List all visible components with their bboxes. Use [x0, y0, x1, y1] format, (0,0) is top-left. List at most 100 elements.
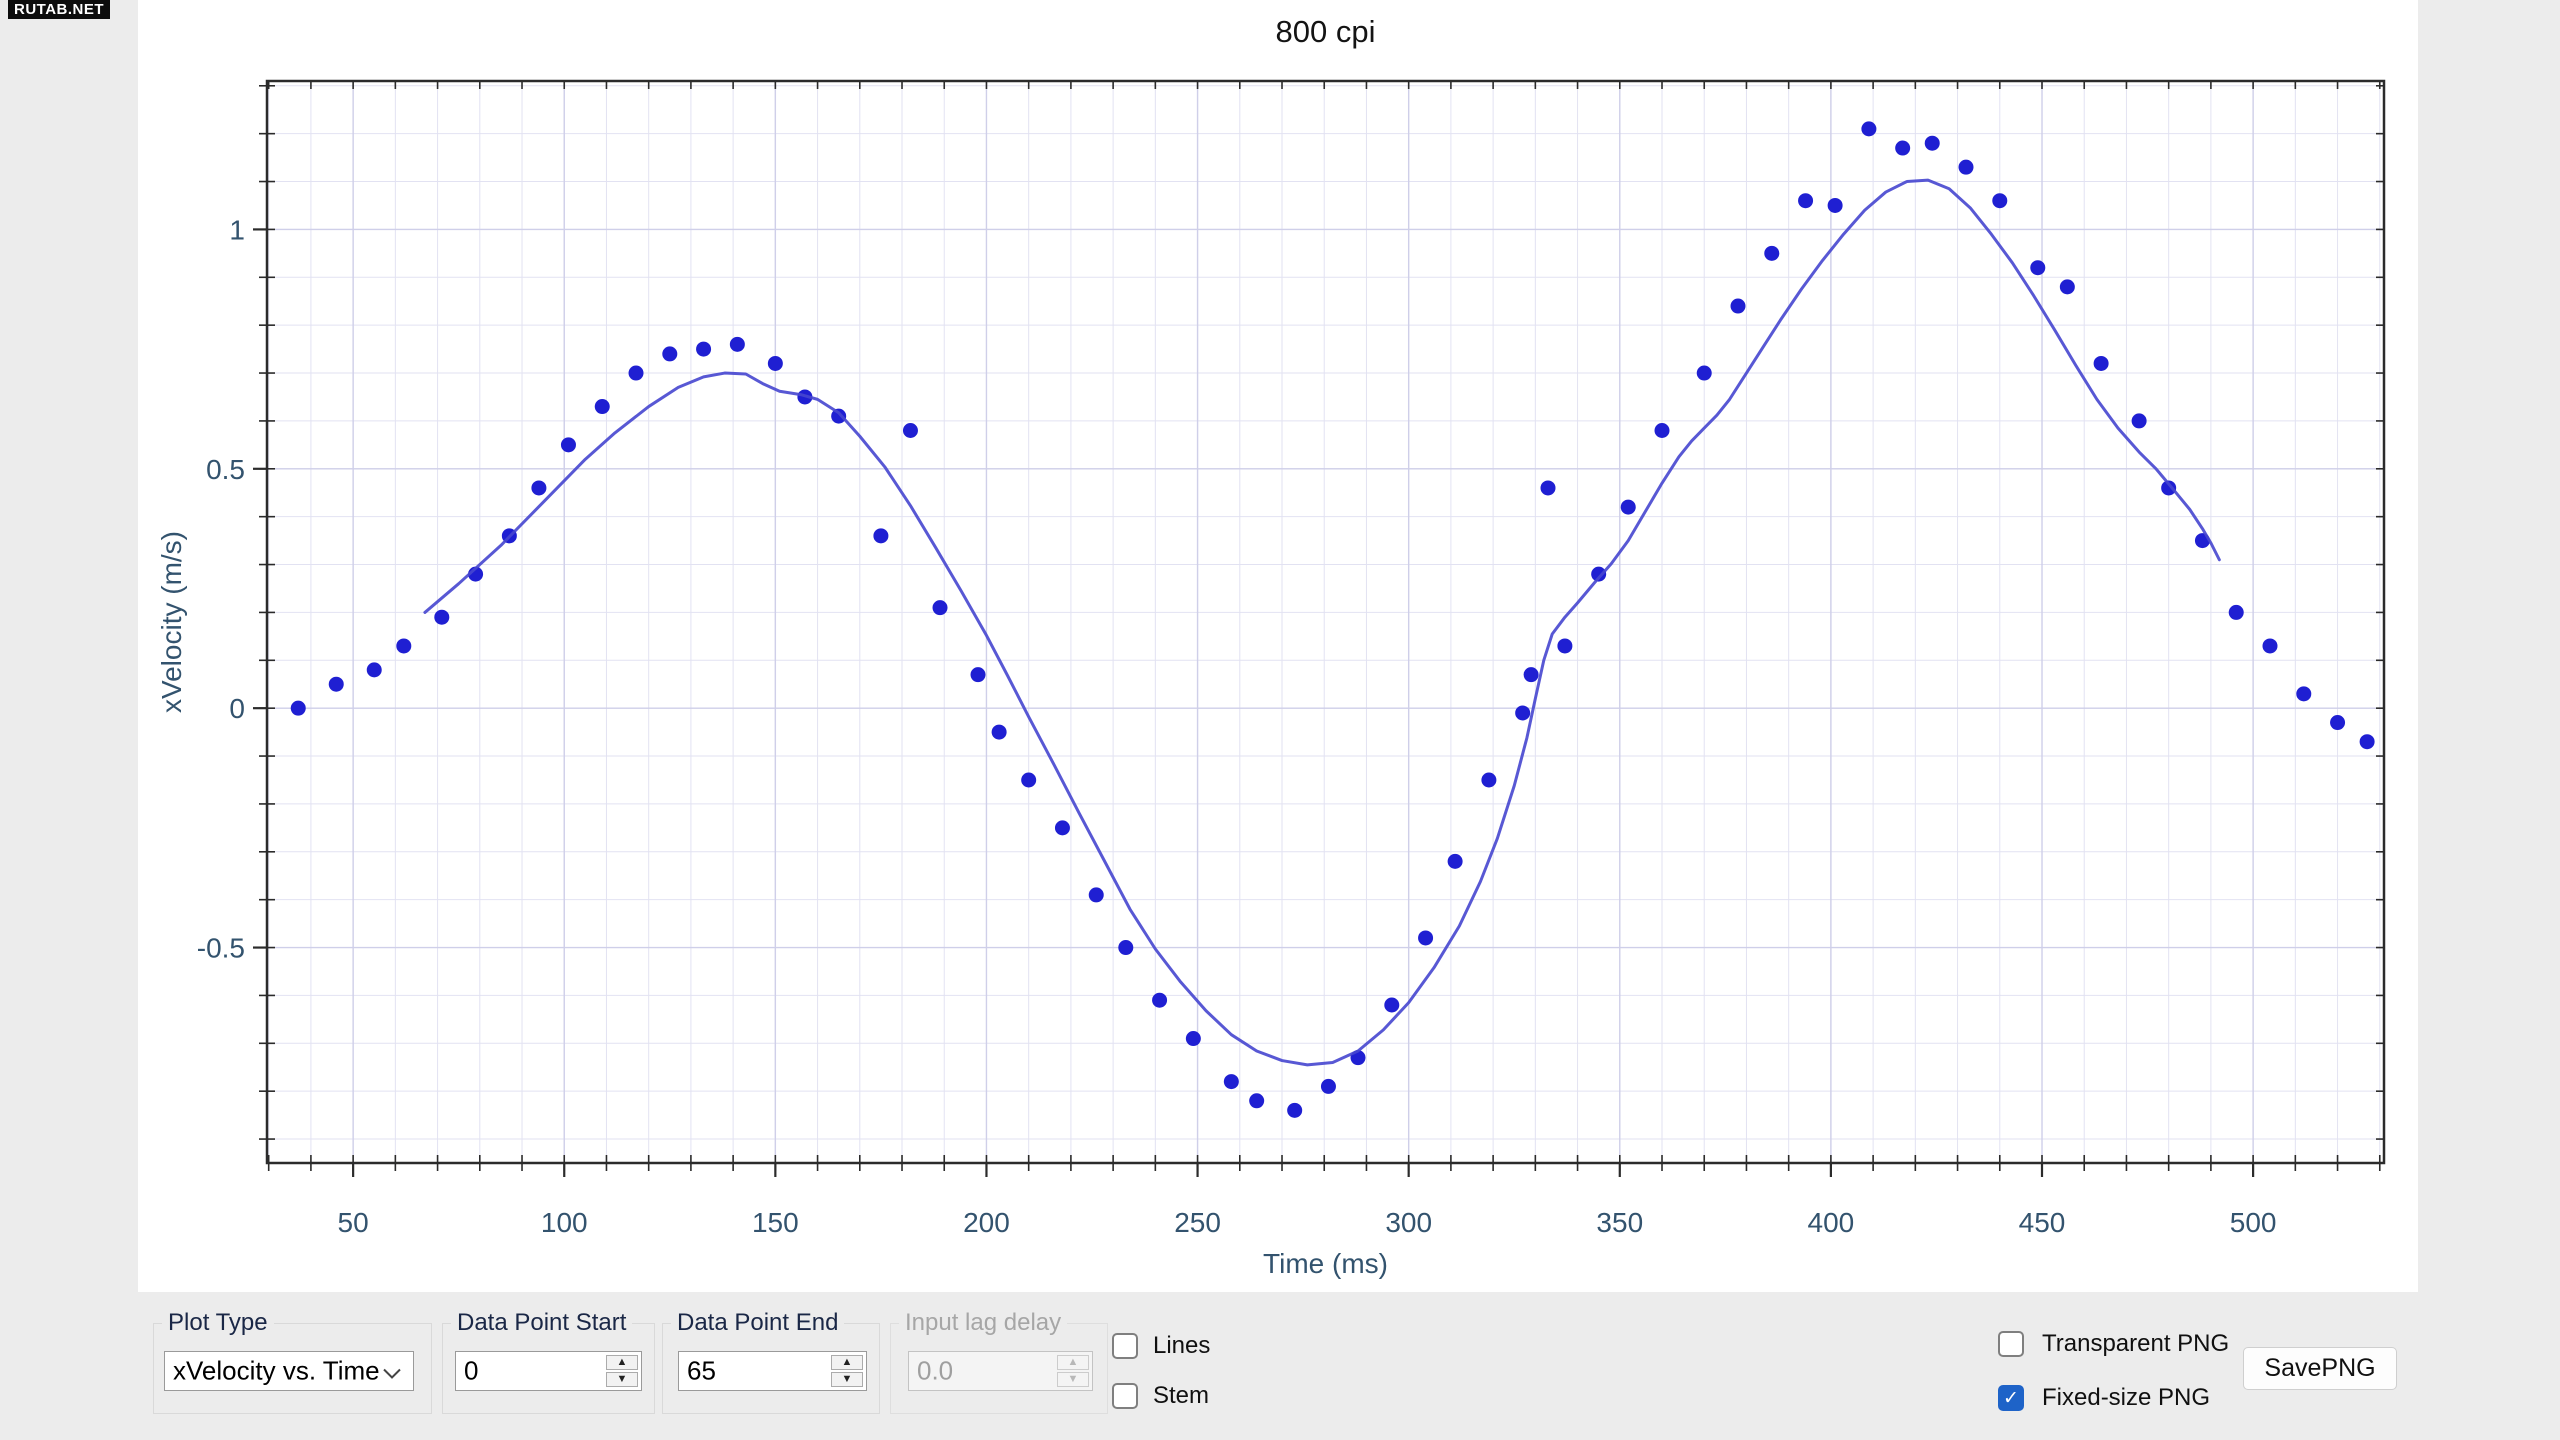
scatter-point [1320, 1078, 1336, 1094]
y-tick-label: -0.5 [197, 933, 245, 964]
data-point-end-input[interactable]: 65 ▲ ▼ [678, 1351, 867, 1391]
scatter-point [1827, 197, 1843, 213]
x-tick-label: 450 [2019, 1207, 2066, 1238]
control-bar: Plot Type xVelocity vs. Time Data Point … [0, 1292, 2560, 1440]
x-tick-label: 350 [1596, 1207, 1643, 1238]
chart-title: 800 cpi [1275, 14, 1376, 49]
scatter-point [2330, 715, 2346, 731]
transparent-png-checkbox-label[interactable]: Transparent PNG [2042, 1330, 2230, 1357]
scatter-point [2262, 638, 2278, 654]
lines-checkbox-label[interactable]: Lines [1153, 1332, 1211, 1359]
spin-down-button: ▼ [1057, 1372, 1089, 1387]
scatter-point [396, 638, 412, 654]
scatter-point [1287, 1102, 1303, 1118]
stem-checkbox-label[interactable]: Stem [1153, 1382, 1210, 1409]
y-tick-label: 0.5 [206, 454, 245, 485]
x-tick-label: 100 [541, 1207, 588, 1238]
chevron-down-icon [383, 1356, 401, 1387]
scatter-point [873, 528, 889, 544]
data-point-start-input[interactable]: 0 ▲ ▼ [455, 1351, 642, 1391]
input-lag-delay-value: 0.0 [917, 1355, 954, 1386]
fit-line [423, 178, 2221, 1067]
scatter-point [1481, 772, 1497, 788]
scatter-point [1223, 1074, 1239, 1090]
scatter-point [2296, 686, 2312, 702]
scatter-point [1620, 499, 1636, 515]
scatter-point [729, 336, 745, 352]
scatter-point [991, 724, 1007, 740]
fixed-size-png-checkbox[interactable]: ✓ [1998, 1385, 2024, 1411]
stem-checkbox[interactable]: ✓ [1112, 1383, 1138, 1409]
scatter-point [1088, 887, 1104, 903]
x-tick-label: 400 [1808, 1207, 1855, 1238]
scatter-point [290, 700, 306, 716]
scatter-point [1523, 667, 1539, 683]
x-tick-label: 150 [752, 1207, 799, 1238]
scatter-point [594, 399, 610, 415]
input-lag-delay-input: 0.0 ▲ ▼ [908, 1351, 1093, 1391]
fixed-size-png-checkbox-label[interactable]: Fixed-size PNG [2042, 1384, 2211, 1411]
scatter-point [1185, 1031, 1201, 1047]
scatter-point [1764, 245, 1780, 261]
scatter-point [2030, 260, 2046, 276]
scatter-point [932, 600, 948, 616]
scatter-point [1021, 772, 1037, 788]
scatter-point [560, 437, 576, 453]
scatter-point [366, 662, 382, 678]
plot-type-select[interactable]: xVelocity vs. Time [164, 1351, 414, 1391]
scatter-point [1924, 135, 1940, 151]
scatter-point [1992, 193, 2008, 209]
transparent-png-checkbox[interactable]: ✓ [1998, 1331, 2024, 1357]
spin-up-button: ▲ [1057, 1355, 1089, 1370]
scatter-point [1447, 853, 1463, 869]
spin-up-button[interactable]: ▲ [606, 1355, 638, 1370]
scatter-point [2093, 355, 2109, 371]
scatter-point [1118, 940, 1134, 956]
scatter-point [1249, 1093, 1265, 1109]
scatter-point [628, 365, 644, 381]
x-tick-label: 50 [338, 1207, 369, 1238]
plot-panel [138, 0, 2418, 1292]
x-axis-title: Time (ms) [1263, 1248, 1388, 1279]
scatter-point [662, 346, 678, 362]
plot-type-group-label: Plot Type [162, 1309, 274, 1337]
scatter-point [1958, 159, 1974, 175]
x-tick-label: 300 [1385, 1207, 1432, 1238]
data-point-start-value: 0 [464, 1355, 479, 1386]
scatter-point [328, 676, 344, 692]
scatter-point [2228, 604, 2244, 620]
scatter-point [1591, 566, 1607, 582]
save-png-button[interactable]: SavePNG [2243, 1347, 2397, 1390]
spin-down-button[interactable]: ▼ [831, 1372, 863, 1387]
scatter-point [1384, 997, 1400, 1013]
scatter-point [1054, 820, 1070, 836]
plot-border [265, 79, 2386, 1165]
scatter-point [1730, 298, 1746, 314]
scatter-point [1895, 140, 1911, 156]
x-tick-label: 250 [1174, 1207, 1221, 1238]
scatter-point [1696, 365, 1712, 381]
scatter-point [1515, 705, 1531, 721]
scatter-point [2359, 734, 2375, 750]
data-point-start-group: Data Point Start 0 ▲ ▼ [442, 1309, 655, 1414]
scatter-point [2059, 279, 2075, 295]
scatter-point [1861, 121, 1877, 137]
watermark-badge: RUTAB.NET [8, 0, 111, 19]
scatter-point [970, 667, 986, 683]
input-lag-delay-group: Input lag delay 0.0 ▲ ▼ [890, 1309, 1108, 1414]
scatter-point [531, 480, 547, 496]
spin-down-button[interactable]: ▼ [606, 1372, 638, 1387]
spin-up-button[interactable]: ▲ [831, 1355, 863, 1370]
plot-type-group: Plot Type xVelocity vs. Time [153, 1309, 432, 1414]
data-point-end-label: Data Point End [671, 1309, 845, 1337]
scatter-point [831, 408, 847, 424]
scatter-point [1557, 638, 1573, 654]
x-tick-label: 200 [963, 1207, 1010, 1238]
scatter-point [1152, 992, 1168, 1008]
scatter-point [1418, 930, 1434, 946]
lines-checkbox[interactable]: ✓ [1112, 1333, 1138, 1359]
scatter-point [1654, 422, 1670, 438]
y-axis-title: xVelocity (m/s) [156, 530, 187, 714]
scatter-point [434, 609, 450, 625]
